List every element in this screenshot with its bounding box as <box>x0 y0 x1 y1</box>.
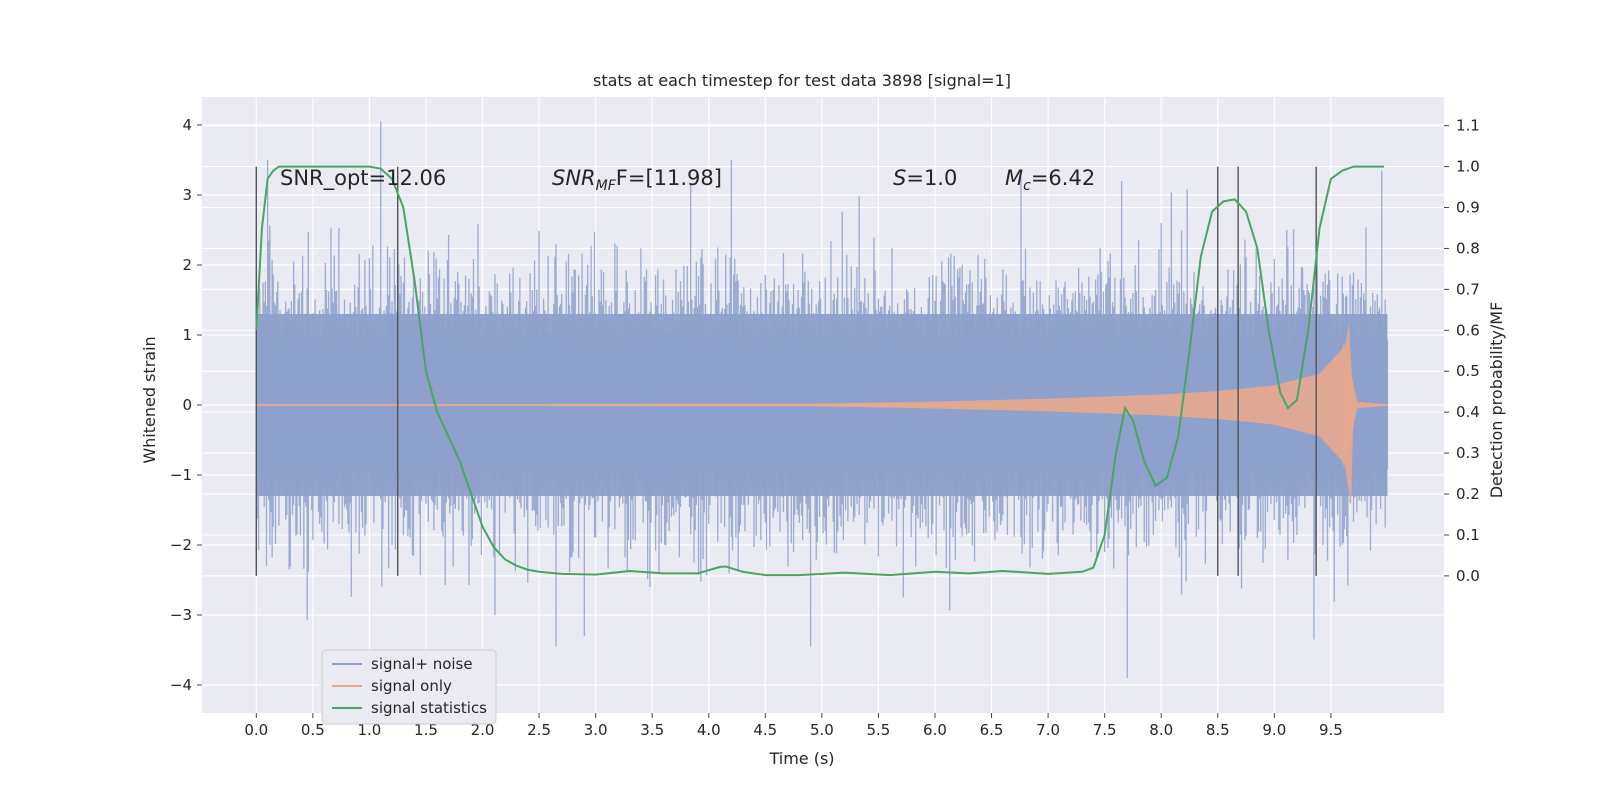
y-axis-label: Whitened strain <box>140 336 159 463</box>
x-tick-label: 8.5 <box>1206 721 1230 739</box>
x-tick-label: 9.5 <box>1319 721 1343 739</box>
x-tick-label: 3.5 <box>640 721 664 739</box>
signal-statistics-series <box>255 165 1385 577</box>
y-right-tick-label: 0.5 <box>1456 362 1480 380</box>
mc-value: =6.42 <box>1031 166 1095 190</box>
s-symbol: S <box>893 166 906 190</box>
y-right-tick-label: 0.7 <box>1456 280 1480 298</box>
y-right-tick-label: 0.2 <box>1456 485 1480 503</box>
snr-mf-subscript: MF <box>596 178 617 194</box>
x-tick-label: 2.0 <box>471 721 495 739</box>
y-right-tick-label: 0.8 <box>1456 239 1480 257</box>
legend-box <box>321 649 497 725</box>
tick-labels: 0.0 0.5 1.0 1.5 2.0 2.5 3.0 3.5 4.0 4.5 5.0 5.5 6.0 6… <box>170 116 1480 739</box>
y-tick-label: 2 <box>182 256 192 274</box>
x-tick-label: 9.0 <box>1262 721 1286 739</box>
mc-subscript: c <box>1023 178 1031 194</box>
x-tick-label: 2.5 <box>527 721 551 739</box>
y-tick-label: 0 <box>182 396 192 414</box>
y-tick-label: −4 <box>170 676 192 694</box>
y-right-tick-label: 0.3 <box>1456 444 1480 462</box>
s-annotation: S=1.0 <box>893 166 957 190</box>
x-tick-label: 1.0 <box>357 721 381 739</box>
snr-opt-annotation: SNR_opt=12.06 <box>280 166 446 191</box>
legend-label-signal: signal only <box>371 677 452 695</box>
snr-mf-annotation: SNRMFF=[11.98] <box>552 166 722 194</box>
mc-symbol: M <box>1005 166 1023 190</box>
x-tick-label: 6.0 <box>923 721 947 739</box>
statistics-line <box>255 165 1385 577</box>
x-tick-label: 7.0 <box>1036 721 1060 739</box>
x-tick-label: 5.5 <box>866 721 890 739</box>
vertical-markers <box>255 166 1317 576</box>
snr-mf-symbol: SNR <box>552 166 596 190</box>
chart-title: stats at each timestep for test data 389… <box>593 71 1011 90</box>
x-tick-label: 4.0 <box>697 721 721 739</box>
snr-mf-value: F=[11.98] <box>616 166 722 190</box>
x-tick-label: 7.5 <box>1093 721 1117 739</box>
y-tick-label: 4 <box>182 116 192 134</box>
x-tick-label: 0.5 <box>301 721 325 739</box>
x-tick-label: 3.0 <box>584 721 608 739</box>
y-right-tick-label: 1.1 <box>1456 117 1480 135</box>
x-tick-label: 5.0 <box>810 721 834 739</box>
y-tick-label: −1 <box>170 466 192 484</box>
s-value: =1.0 <box>906 166 957 190</box>
mc-annotation: Mc=6.42 <box>1005 166 1095 194</box>
y-right-tick-label: 0.0 <box>1456 567 1480 585</box>
legend-label-noise: signal+ noise <box>371 655 473 673</box>
x-tick-label: 6.5 <box>980 721 1004 739</box>
y-right-tick-label: 0.1 <box>1456 526 1480 544</box>
x-tick-label: 0.0 <box>244 721 268 739</box>
signal-only-series <box>256 324 1388 507</box>
y-right-tick-label: 1.0 <box>1456 158 1480 176</box>
x-axis-label: Time (s) <box>768 749 834 768</box>
y-tick-label: 1 <box>182 326 192 344</box>
legend: signal+ noise signal only signal statist… <box>321 649 497 725</box>
legend-label-stats: signal statistics <box>371 699 487 717</box>
x-tick-label: 4.5 <box>753 721 777 739</box>
y-tick-label: −3 <box>170 606 192 624</box>
y-right-tick-label: 0.9 <box>1456 199 1480 217</box>
signal-merger-spike <box>1342 324 1354 507</box>
y-right-tick-label: 0.4 <box>1456 403 1480 421</box>
y-right-tick-label: 0.6 <box>1456 321 1480 339</box>
x-tick-label: 8.0 <box>1149 721 1173 739</box>
x-tick-label: 1.5 <box>414 721 438 739</box>
y-axis-right-label: Detection probability/MF <box>1487 302 1506 499</box>
y-tick-label: −2 <box>170 536 192 554</box>
y-tick-label: 3 <box>182 186 192 204</box>
